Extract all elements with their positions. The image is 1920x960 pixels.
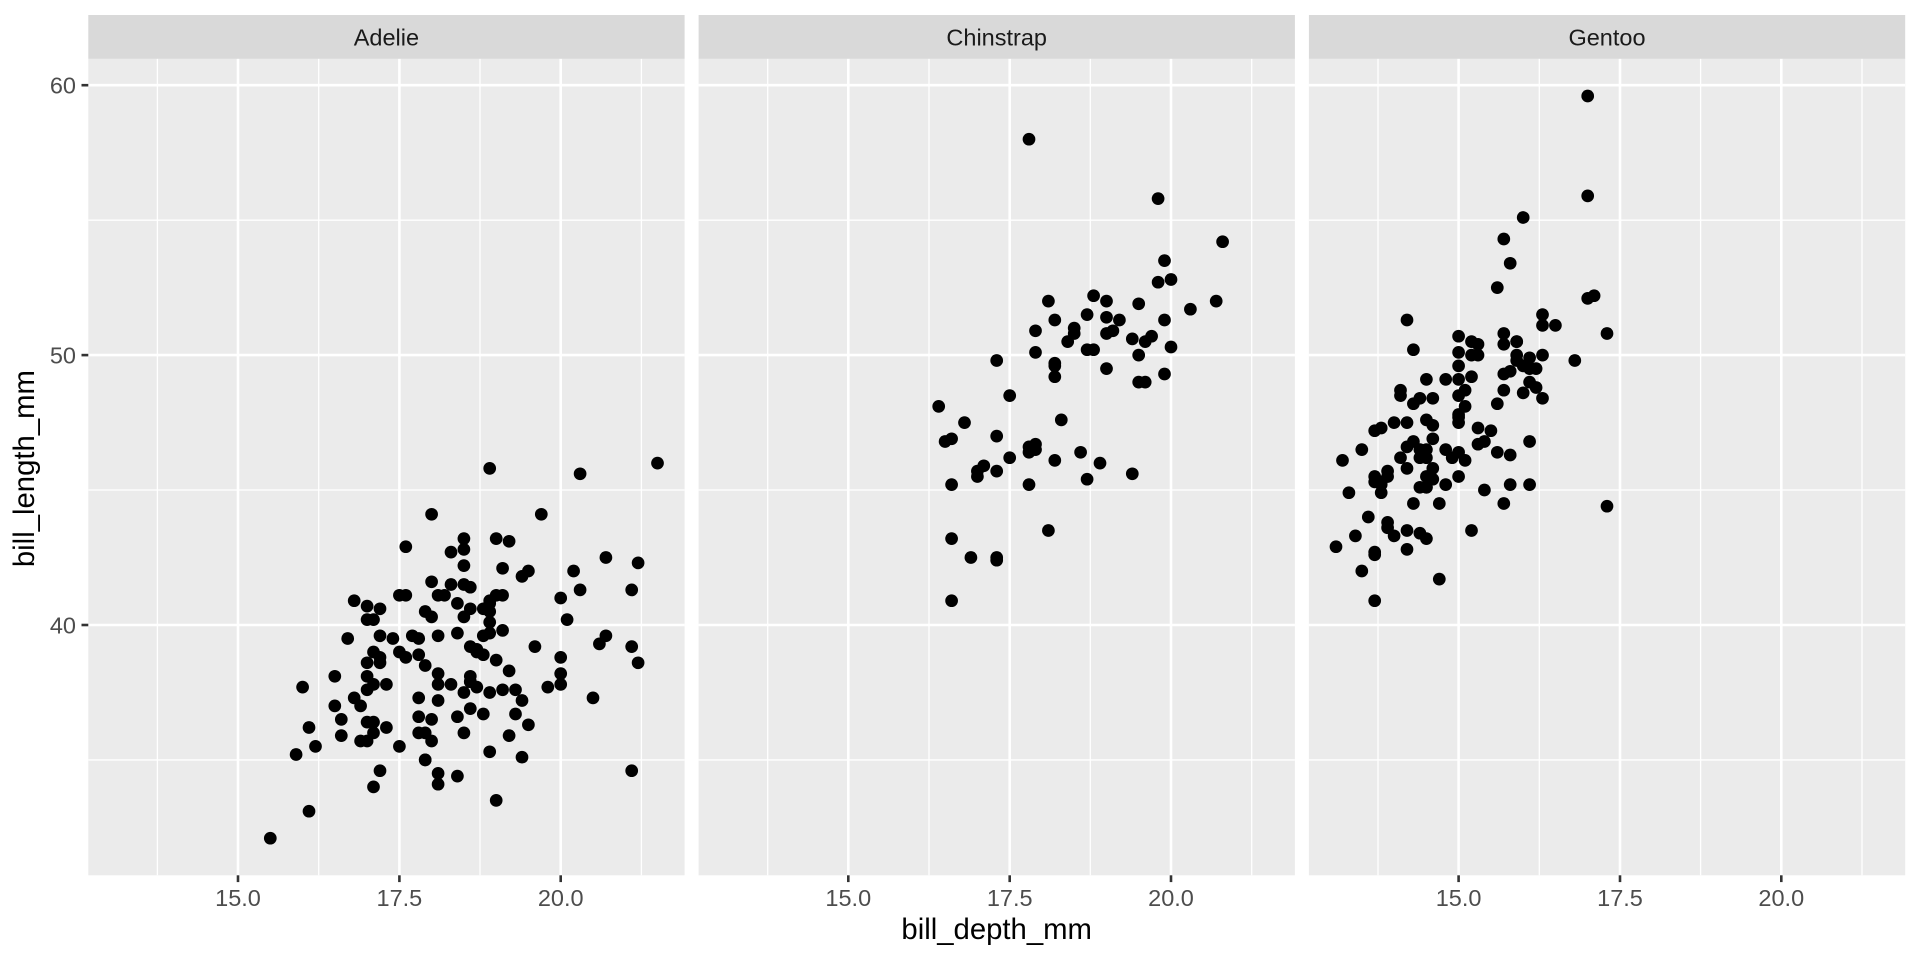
svg-text:20.0: 20.0 xyxy=(1758,885,1804,911)
svg-text:60: 60 xyxy=(50,73,76,99)
svg-text:20.0: 20.0 xyxy=(538,885,584,911)
svg-text:50: 50 xyxy=(50,343,76,369)
svg-text:17.5: 17.5 xyxy=(987,885,1033,911)
svg-text:bill_length_mm: bill_length_mm xyxy=(8,370,41,567)
svg-text:Chinstrap: Chinstrap xyxy=(946,24,1047,50)
svg-text:17.5: 17.5 xyxy=(377,885,423,911)
svg-text:Gentoo: Gentoo xyxy=(1568,24,1645,50)
svg-text:Adelie: Adelie xyxy=(354,24,419,50)
svg-text:40: 40 xyxy=(50,612,76,638)
svg-text:15.0: 15.0 xyxy=(1436,885,1482,911)
svg-text:bill_depth_mm: bill_depth_mm xyxy=(901,913,1092,946)
svg-text:17.5: 17.5 xyxy=(1597,885,1643,911)
svg-text:20.0: 20.0 xyxy=(1148,885,1194,911)
svg-text:15.0: 15.0 xyxy=(215,885,261,911)
svg-text:15.0: 15.0 xyxy=(825,885,871,911)
